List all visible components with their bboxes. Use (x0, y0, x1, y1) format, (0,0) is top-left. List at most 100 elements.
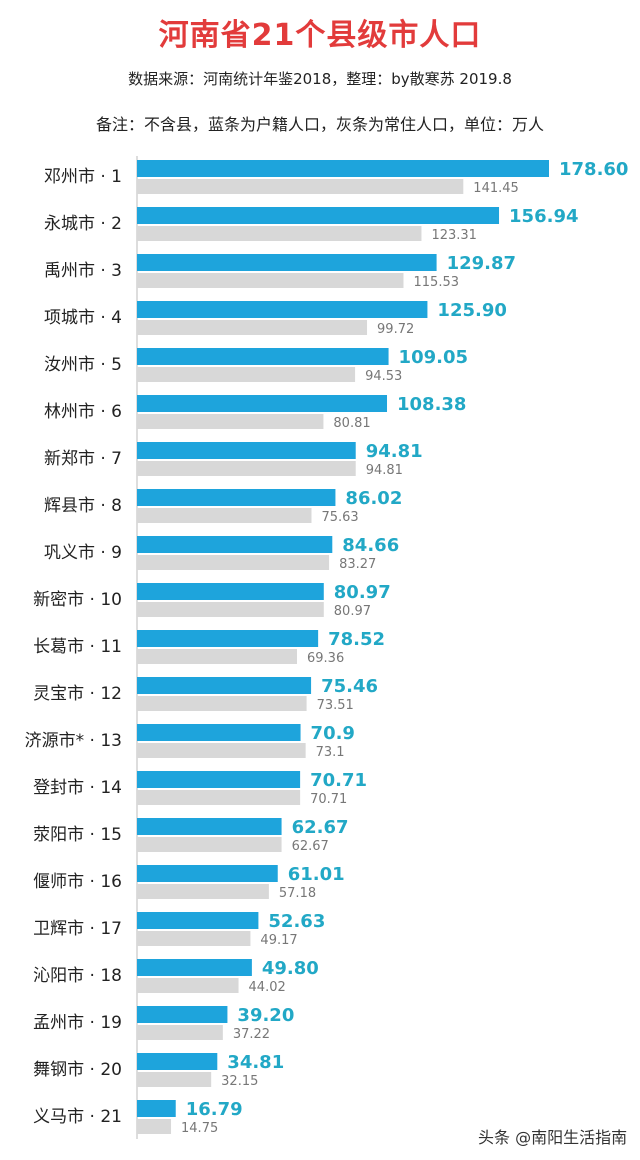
resident-population-label: 75.63 (321, 510, 358, 525)
resident-population-bar (137, 461, 356, 476)
data-source: 数据来源：河南统计年鉴2018，整理：by散寒苏 2019.8 (128, 70, 512, 88)
resident-population-bar (137, 1119, 172, 1134)
resident-population-label: 83.27 (339, 557, 376, 572)
category-label: 登封市 · 14 (33, 778, 122, 798)
registered-population-label: 108.38 (397, 394, 466, 415)
category-label: 济源市* · 13 (25, 731, 122, 751)
registered-population-bar (137, 207, 500, 224)
registered-population-bar (137, 489, 336, 506)
registered-population-bar (137, 301, 428, 318)
registered-population-bar (137, 630, 319, 647)
registered-population-label: 70.9 (311, 723, 355, 744)
resident-population-bar (137, 884, 269, 899)
registered-population-label: 70.71 (310, 770, 367, 791)
resident-population-label: 37.22 (233, 1027, 270, 1042)
category-label: 辉县市 · 8 (44, 496, 122, 516)
resident-population-bar (137, 320, 368, 335)
category-label: 舞钢市 · 20 (33, 1060, 122, 1080)
registered-population-label: 52.63 (268, 911, 325, 932)
resident-population-label: 94.53 (365, 369, 402, 384)
resident-population-label: 99.72 (377, 322, 414, 337)
resident-population-label: 80.97 (334, 604, 371, 619)
chart-title: 河南省21个县级市人口 (158, 18, 482, 53)
resident-population-label: 14.75 (181, 1121, 218, 1136)
resident-population-label: 49.17 (260, 933, 297, 948)
resident-population-label: 141.45 (473, 181, 519, 196)
resident-population-bar (137, 931, 251, 946)
registered-population-bar (137, 1053, 218, 1070)
registered-population-bar (137, 160, 549, 177)
resident-population-label: 115.53 (414, 275, 460, 290)
registered-population-label: 61.01 (288, 864, 345, 885)
registered-population-label: 78.52 (328, 629, 385, 650)
registered-population-label: 34.81 (227, 1052, 284, 1073)
registered-population-bar (137, 442, 356, 459)
registered-population-label: 75.46 (321, 676, 378, 697)
resident-population-bar (137, 1072, 212, 1087)
registered-population-label: 109.05 (399, 347, 468, 368)
resident-population-label: 32.15 (221, 1074, 258, 1089)
registered-population-label: 49.80 (262, 958, 319, 979)
resident-population-label: 123.31 (431, 228, 477, 243)
category-label: 林州市 · 6 (44, 402, 122, 422)
registered-population-bar (137, 912, 259, 929)
registered-population-bar (137, 536, 333, 553)
resident-population-label: 70.71 (310, 792, 347, 807)
registered-population-bar (137, 959, 252, 976)
resident-population-bar (137, 179, 464, 194)
category-label: 禹州市 · 3 (44, 261, 122, 281)
resident-population-bar (137, 743, 306, 758)
resident-population-bar (137, 790, 301, 805)
resident-population-bar (137, 367, 356, 382)
registered-population-label: 62.67 (292, 817, 349, 838)
category-label: 灵宝市 · 12 (33, 684, 122, 704)
resident-population-label: 80.81 (333, 416, 370, 431)
category-label: 邓州市 · 1 (44, 167, 122, 187)
resident-population-bar (137, 1025, 223, 1040)
registered-population-label: 178.60 (559, 159, 628, 180)
registered-population-bar (137, 1100, 176, 1117)
category-label: 孟州市 · 19 (33, 1013, 122, 1033)
category-label: 沁阳市 · 18 (33, 966, 122, 986)
resident-population-label: 62.67 (292, 839, 329, 854)
resident-population-bar (137, 273, 404, 288)
resident-population-label: 73.51 (317, 698, 354, 713)
resident-population-bar (137, 508, 312, 523)
registered-population-bar (137, 865, 278, 882)
category-label: 新密市 · 10 (33, 590, 122, 610)
category-label: 新郑市 · 7 (44, 449, 122, 469)
registered-population-bar (137, 254, 437, 271)
category-label: 长葛市 · 11 (33, 637, 122, 657)
registered-population-label: 94.81 (366, 441, 423, 462)
registered-population-label: 125.90 (437, 300, 506, 321)
category-label: 义马市 · 21 (33, 1107, 122, 1127)
registered-population-bar (137, 771, 301, 788)
resident-population-label: 69.36 (307, 651, 344, 666)
category-label: 荥阳市 · 15 (33, 825, 122, 845)
registered-population-label: 86.02 (345, 488, 402, 509)
resident-population-label: 44.02 (249, 980, 286, 995)
registered-population-bar (137, 583, 324, 600)
resident-population-bar (137, 414, 324, 429)
registered-population-bar (137, 348, 389, 365)
registered-population-bar (137, 1006, 228, 1023)
category-label: 卫辉市 · 17 (33, 919, 122, 939)
resident-population-bar (137, 978, 239, 993)
registered-population-bar (137, 677, 312, 694)
resident-population-bar (137, 696, 307, 711)
category-label: 汝州市 · 5 (44, 355, 122, 375)
category-label: 偃师市 · 16 (33, 872, 122, 892)
registered-population-label: 129.87 (447, 253, 516, 274)
resident-population-bar (137, 555, 330, 570)
category-label: 项城市 · 4 (44, 308, 122, 328)
resident-population-label: 57.18 (279, 886, 316, 901)
registered-population-label: 16.79 (186, 1099, 243, 1120)
category-label: 永城市 · 2 (44, 214, 122, 234)
resident-population-label: 73.1 (316, 745, 345, 760)
resident-population-bar (137, 837, 282, 852)
resident-population-bar (137, 649, 298, 664)
registered-population-label: 80.97 (334, 582, 391, 603)
registered-population-label: 84.66 (342, 535, 399, 556)
category-label: 巩义市 · 9 (44, 543, 122, 563)
